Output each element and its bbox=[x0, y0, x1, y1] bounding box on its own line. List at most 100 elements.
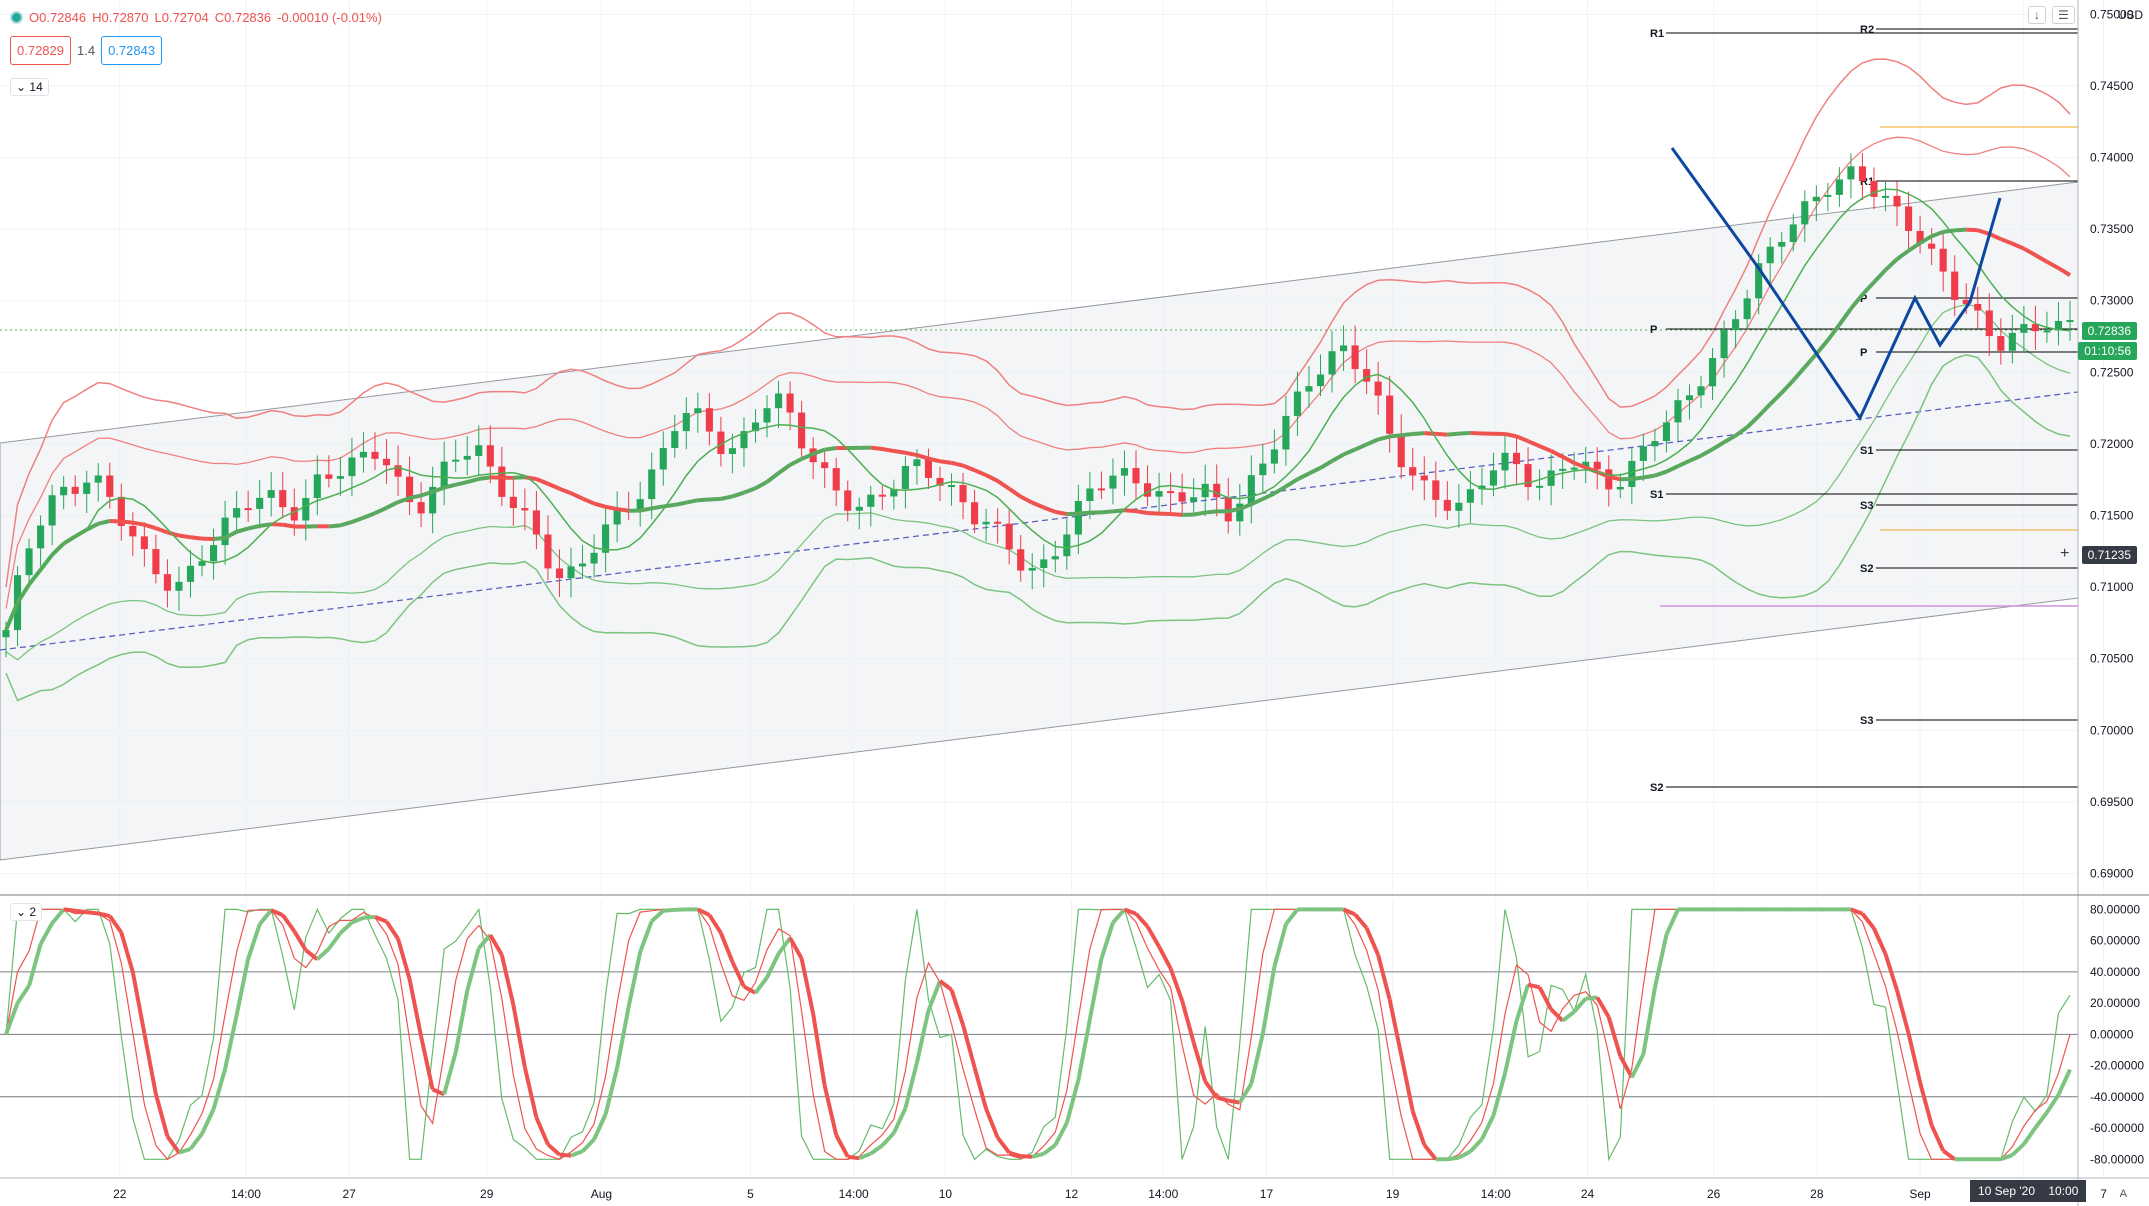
candle-body bbox=[48, 495, 56, 526]
bollinger-bands bbox=[5, 58, 2071, 702]
osc-smooth-segment bbox=[1134, 912, 1150, 928]
menu-icon: ☰ bbox=[2058, 8, 2069, 22]
osc-smooth-segment bbox=[1111, 908, 1126, 924]
candle-body bbox=[1616, 486, 1624, 490]
symbol-dot-icon bbox=[10, 11, 23, 24]
osc-smooth-segment bbox=[765, 952, 781, 979]
osc-smooth-segment bbox=[961, 1024, 977, 1069]
candle-body bbox=[256, 497, 264, 509]
osc-smooth-segment bbox=[834, 1134, 850, 1158]
x-tick-label: 27 bbox=[342, 1187, 356, 1201]
candle-body bbox=[1040, 559, 1048, 568]
slow-ma-segment bbox=[351, 515, 365, 524]
candles bbox=[2, 153, 2074, 658]
candle-body bbox=[60, 486, 68, 496]
osc-smooth-segment bbox=[753, 976, 769, 995]
slow-ma-segment bbox=[1814, 338, 1830, 356]
slow-ma-segment bbox=[397, 496, 411, 504]
slow-ma-segment bbox=[478, 475, 491, 481]
slow-ma-segment bbox=[121, 519, 134, 525]
indicator-value-2[interactable]: 0.72843 bbox=[101, 36, 163, 65]
slow-ma-segment bbox=[1365, 437, 1379, 447]
period-label: 14 bbox=[29, 80, 43, 94]
osc-smooth-segment bbox=[363, 914, 376, 920]
osc-smooth-segment bbox=[1664, 908, 1680, 936]
slow-ma-segment bbox=[881, 447, 895, 454]
candle-body bbox=[1190, 497, 1198, 502]
osc-smooth-segment bbox=[1087, 958, 1104, 1020]
candle-body bbox=[1236, 503, 1244, 522]
indicator-value-1[interactable]: 0.72829 bbox=[10, 36, 71, 65]
slow-ma-segment bbox=[1308, 466, 1322, 476]
candle-body bbox=[855, 506, 863, 511]
slow-ma-segment bbox=[1966, 227, 1978, 233]
osc-smooth-segment bbox=[258, 908, 273, 926]
candle-body bbox=[1547, 470, 1555, 486]
slow-ma-segment bbox=[1458, 430, 1471, 436]
candle-body bbox=[1916, 230, 1924, 244]
osc-smooth-segment bbox=[1895, 989, 1911, 1034]
candle-body bbox=[705, 408, 713, 432]
candle-body bbox=[452, 459, 460, 462]
candle-body bbox=[1097, 488, 1105, 491]
oscillator-collapse-button[interactable]: ⌄ 2 bbox=[10, 903, 43, 921]
candle-body bbox=[1651, 441, 1659, 447]
slow-ma-segment bbox=[1193, 510, 1206, 517]
auto-scale-label[interactable]: A bbox=[2119, 1188, 2127, 1200]
scroll-down-button[interactable]: ↓ bbox=[2028, 6, 2046, 24]
slow-ma-segment bbox=[1550, 449, 1564, 459]
candle-body bbox=[578, 563, 587, 567]
osc-smooth-segment bbox=[211, 1068, 228, 1110]
slow-ma-segment bbox=[905, 450, 918, 458]
candle-body bbox=[1086, 488, 1094, 501]
osc-smooth-segment bbox=[315, 947, 331, 961]
slow-ma-segment bbox=[697, 497, 710, 503]
pivot-label: S2 bbox=[1860, 563, 1873, 575]
candle-body bbox=[117, 496, 125, 526]
candle-body bbox=[1997, 336, 2005, 351]
slow-ma-segment bbox=[1447, 431, 1460, 437]
currency-label[interactable]: USD bbox=[2117, 8, 2143, 22]
slow-ma-segment bbox=[939, 459, 952, 465]
candle-body bbox=[1559, 468, 1567, 471]
slow-ma-segment bbox=[409, 493, 422, 501]
candle-body bbox=[1778, 241, 1786, 247]
osc-smooth-segment bbox=[1652, 934, 1669, 989]
menu-button[interactable]: ☰ bbox=[2052, 6, 2075, 24]
indicator-mult: 1.4 bbox=[77, 43, 96, 58]
slow-ma-segment bbox=[1019, 494, 1034, 505]
slow-ma-segment bbox=[1170, 512, 1183, 517]
chevron-down-icon: ⌄ bbox=[16, 80, 27, 94]
osc-smooth-segment bbox=[2045, 1093, 2061, 1114]
x-tick-label: 14:00 bbox=[1148, 1187, 1178, 1201]
candle-body bbox=[555, 568, 564, 579]
osc-smooth-segment bbox=[730, 961, 746, 988]
osc-smooth-segment bbox=[1410, 1110, 1427, 1146]
osc-smooth-segment bbox=[570, 1149, 584, 1158]
slow-ma-segment bbox=[928, 456, 941, 464]
osc-smooth-segment bbox=[142, 1032, 158, 1095]
slow-ma-segment bbox=[674, 500, 687, 507]
slow-ma-segment bbox=[1930, 230, 1944, 239]
osc-smooth-segment bbox=[1020, 1154, 1033, 1159]
slow-ma-segment bbox=[466, 476, 480, 485]
period-collapse-button[interactable]: ⌄ 14 bbox=[10, 78, 49, 96]
slow-ma-segment bbox=[1331, 452, 1345, 463]
osc-smooth-segment bbox=[847, 1154, 860, 1161]
candle-body bbox=[613, 509, 621, 525]
osc-smooth-segment bbox=[869, 1143, 884, 1156]
osc-smooth-segment bbox=[1238, 1082, 1254, 1104]
candle-body bbox=[1455, 502, 1463, 511]
osc-smooth-segment bbox=[1918, 1082, 1934, 1126]
osc-smooth-segment bbox=[1342, 907, 1356, 917]
candle-body bbox=[936, 477, 944, 486]
candle-body bbox=[775, 393, 783, 409]
osc-smooth-segment bbox=[1227, 1098, 1241, 1105]
slow-ma-segment bbox=[1135, 509, 1148, 515]
osc-smooth-segment bbox=[1561, 1010, 1576, 1023]
candle-body bbox=[1732, 319, 1740, 331]
crosshair-icon[interactable]: + bbox=[2060, 545, 2070, 562]
slow-ma-segment bbox=[731, 490, 745, 499]
candle-body bbox=[1720, 330, 1728, 359]
